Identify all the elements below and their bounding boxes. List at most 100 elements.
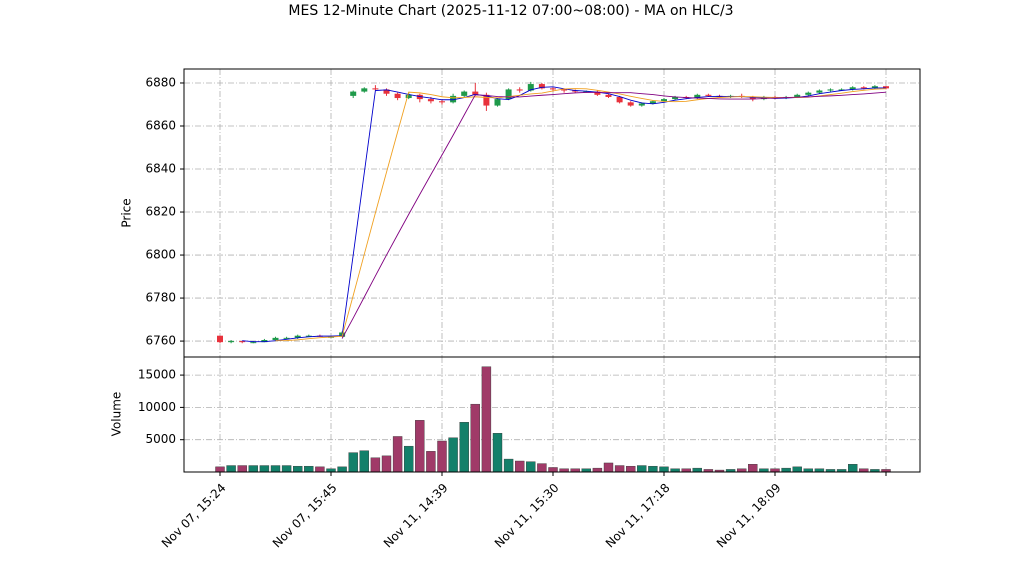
y-tick-label: 6760 (145, 334, 176, 348)
candle-body (705, 94, 712, 96)
volume-frame (183, 356, 921, 473)
volume-bar (237, 465, 247, 473)
volume-bar (370, 457, 381, 473)
volume-bar (337, 466, 347, 473)
volume-bar (626, 465, 636, 473)
volume-bar (781, 467, 791, 473)
candle-body (294, 335, 301, 338)
volume-bar (248, 465, 259, 473)
volume-bar (537, 463, 547, 473)
candle-body (250, 342, 257, 344)
candle-body (649, 101, 656, 104)
volume-bar (315, 466, 325, 473)
volume-bar (404, 445, 414, 473)
candle-body (405, 94, 412, 99)
moving-average (341, 91, 887, 339)
candle-body (561, 89, 568, 91)
candle-body (483, 94, 490, 106)
candle-body (550, 88, 556, 90)
volume-bar (392, 436, 403, 473)
volume-bar (592, 467, 603, 473)
candle-body (472, 91, 479, 95)
candle-body (749, 96, 756, 100)
volume-bar (259, 465, 270, 473)
volume-bar (648, 465, 658, 473)
candle-body (350, 91, 357, 96)
candle-body (805, 92, 812, 95)
plot-layer: 6760 6780 6800 6820 6840 6860 6880 5000 10000 150… (138, 69, 920, 551)
volume-bar (548, 467, 558, 473)
candle-body (261, 340, 268, 343)
candle-body (883, 86, 889, 89)
candle-body (305, 335, 312, 337)
volume-tick-label: 10000 (138, 400, 176, 414)
x-tick-label: Nov 11, 18:09 (714, 481, 784, 551)
y-tick-label: 6780 (145, 291, 176, 305)
volume-bar (748, 464, 758, 473)
chart-title: MES 12-Minute Chart (2025-11-12 07:00~08… (288, 3, 733, 19)
volume-bar (515, 460, 525, 473)
candle-body (694, 94, 701, 99)
volume-bar (614, 465, 625, 473)
candle-body (849, 87, 856, 90)
candle-body (516, 89, 523, 91)
candle-body (594, 91, 601, 95)
volume-bar (215, 466, 225, 473)
candle-body (605, 94, 612, 97)
volume-bar (415, 420, 425, 473)
candle-body (450, 95, 457, 103)
candle-body (860, 87, 867, 89)
volume-bar (692, 467, 702, 473)
volume-bar (792, 466, 802, 473)
candle-body (661, 99, 667, 102)
volume-bar (470, 403, 480, 473)
candle-body (383, 89, 390, 94)
candle-body (372, 88, 379, 90)
volume-bar (359, 450, 369, 473)
candle-body (871, 86, 878, 89)
volume-bar (226, 465, 236, 473)
volume-bar (426, 451, 436, 473)
candle-body (838, 89, 845, 91)
candle-body (505, 89, 512, 100)
candle-body (827, 89, 834, 91)
volume-tick-label: 5000 (145, 432, 176, 446)
candle-body (283, 337, 290, 339)
x-tick-label: Nov 11, 15:30 (492, 481, 562, 551)
candle-body (794, 94, 801, 97)
y-tick-label: 6840 (145, 162, 176, 176)
candle-body (361, 88, 368, 92)
volume-bar (481, 366, 492, 473)
volume-bar (437, 440, 447, 473)
candle-body (572, 90, 579, 92)
candle-body (272, 337, 279, 341)
volume-bar (459, 422, 469, 473)
volume-bar (348, 452, 358, 473)
price-frame (183, 68, 921, 358)
volume-bar (448, 437, 458, 473)
candle-body (527, 84, 534, 91)
y-tick-label: 6800 (145, 248, 176, 262)
y-axis-label: Price (120, 198, 134, 227)
candle-body (228, 341, 235, 343)
y-tick-label: 6880 (145, 75, 176, 89)
x-tick-label: Nov 07, 15:24 (159, 481, 229, 551)
candle-body (627, 102, 634, 106)
volume-bar (503, 458, 514, 473)
candle-body (616, 96, 623, 103)
x-tick-label: Nov 11, 14:39 (381, 481, 451, 551)
volume-bar (637, 465, 647, 473)
candle-body (638, 103, 645, 106)
candle-body (461, 91, 468, 96)
volume-tick-label: 15000 (138, 368, 176, 382)
volume-bar (603, 462, 614, 473)
volume-bar (381, 455, 392, 473)
candle-body (394, 93, 401, 99)
x-tick-label: Nov 11, 17:18 (603, 481, 673, 551)
candle-body (816, 90, 823, 93)
volume-bar (848, 464, 858, 473)
candle-body (494, 99, 501, 106)
candle-body (672, 96, 679, 100)
